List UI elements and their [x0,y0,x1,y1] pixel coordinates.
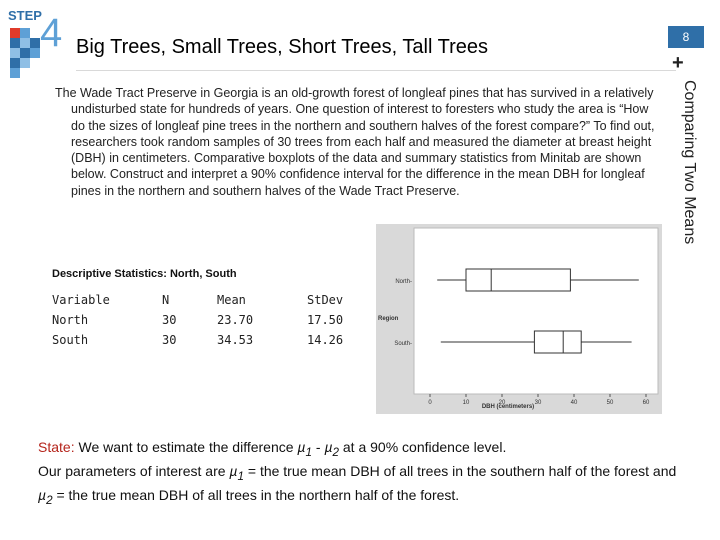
stats-header-row: Variable N Mean StDev [52,290,367,310]
x-tick-label: 20 [499,400,506,406]
state-text-c: Our parameters of interest are [38,462,230,479]
box [465,268,571,292]
x-tick-label: 0 [428,400,432,406]
box [533,330,582,354]
cell: South [52,333,89,347]
mu-symbol: µ [324,439,333,455]
state-text-e: = the true mean DBH of all trees in the … [52,486,460,503]
mu-symbol: µ [297,439,306,455]
category-label: North- [395,279,412,285]
boxplot-chart: North- South- Region 0 10 20 30 40 50 60 DBH (cent… [376,224,662,414]
title-divider [76,70,676,71]
col-variable: Variable [52,293,110,307]
cell: 23.70 [217,313,254,327]
subscript: 1 [237,469,244,483]
y-axis-label: Region [378,316,399,322]
x-tick-label: 50 [607,400,614,406]
logo-number: 4 [40,11,62,55]
state-step: State: We want to estimate the differenc… [38,438,678,509]
stats-table: Variable N Mean StDev North 30 23.70 17.… [52,290,367,350]
category-label: South- [394,341,412,347]
plot-area [413,227,659,395]
col-n: N [162,293,170,307]
plus-icon: + [672,52,684,74]
section-side-title: Comparing Two Means [681,80,698,245]
mu-symbol: µ [38,486,47,503]
cell: North [52,313,89,327]
cell: 34.53 [217,333,254,347]
subscript: 2 [46,493,53,507]
mu-symbol: µ [229,462,238,479]
cell: 14.26 [307,333,344,347]
minus-sign: - [311,439,325,455]
stats-heading: Descriptive Statistics: North, South [52,268,237,280]
boxplot-svg: North- South- Region 0 10 20 30 40 50 60 DBH (cent… [376,224,662,414]
col-mean: Mean [217,293,246,307]
x-tick-label: 40 [571,400,578,406]
state-text-a: We want to estimate the difference [74,439,298,455]
step-logo: STEP 4 [8,6,70,78]
problem-text: The Wade Tract Preserve in Georgia is an… [55,86,655,198]
x-tick-label: 60 [643,400,650,406]
x-tick-label: 10 [463,400,470,406]
subscript: 1 [305,445,312,459]
cell: 30 [162,313,177,327]
page-title: Big Trees, Small Trees, Short Trees, Tal… [76,36,489,58]
x-tick-label: 30 [535,400,542,406]
col-stdev: StDev [307,293,344,307]
table-row: South 30 34.53 14.26 [52,330,367,350]
cell: 30 [162,333,177,347]
descriptive-stats: Descriptive Statistics: North, South Var… [52,268,372,350]
problem-statement: The Wade Tract Preserve in Georgia is an… [55,85,655,199]
state-text-b: at a 90% confidence level. [339,439,507,455]
subscript: 2 [332,445,339,459]
page-number-badge: 8 [668,26,704,48]
state-text-d: = the true mean DBH of all trees in the … [243,462,677,479]
state-label: State: [38,439,75,455]
table-row: North 30 23.70 17.50 [52,310,367,330]
x-axis-label: DBH (centimeters) [482,404,534,410]
logo-word: STEP [8,8,42,23]
cell: 17.50 [307,313,344,327]
